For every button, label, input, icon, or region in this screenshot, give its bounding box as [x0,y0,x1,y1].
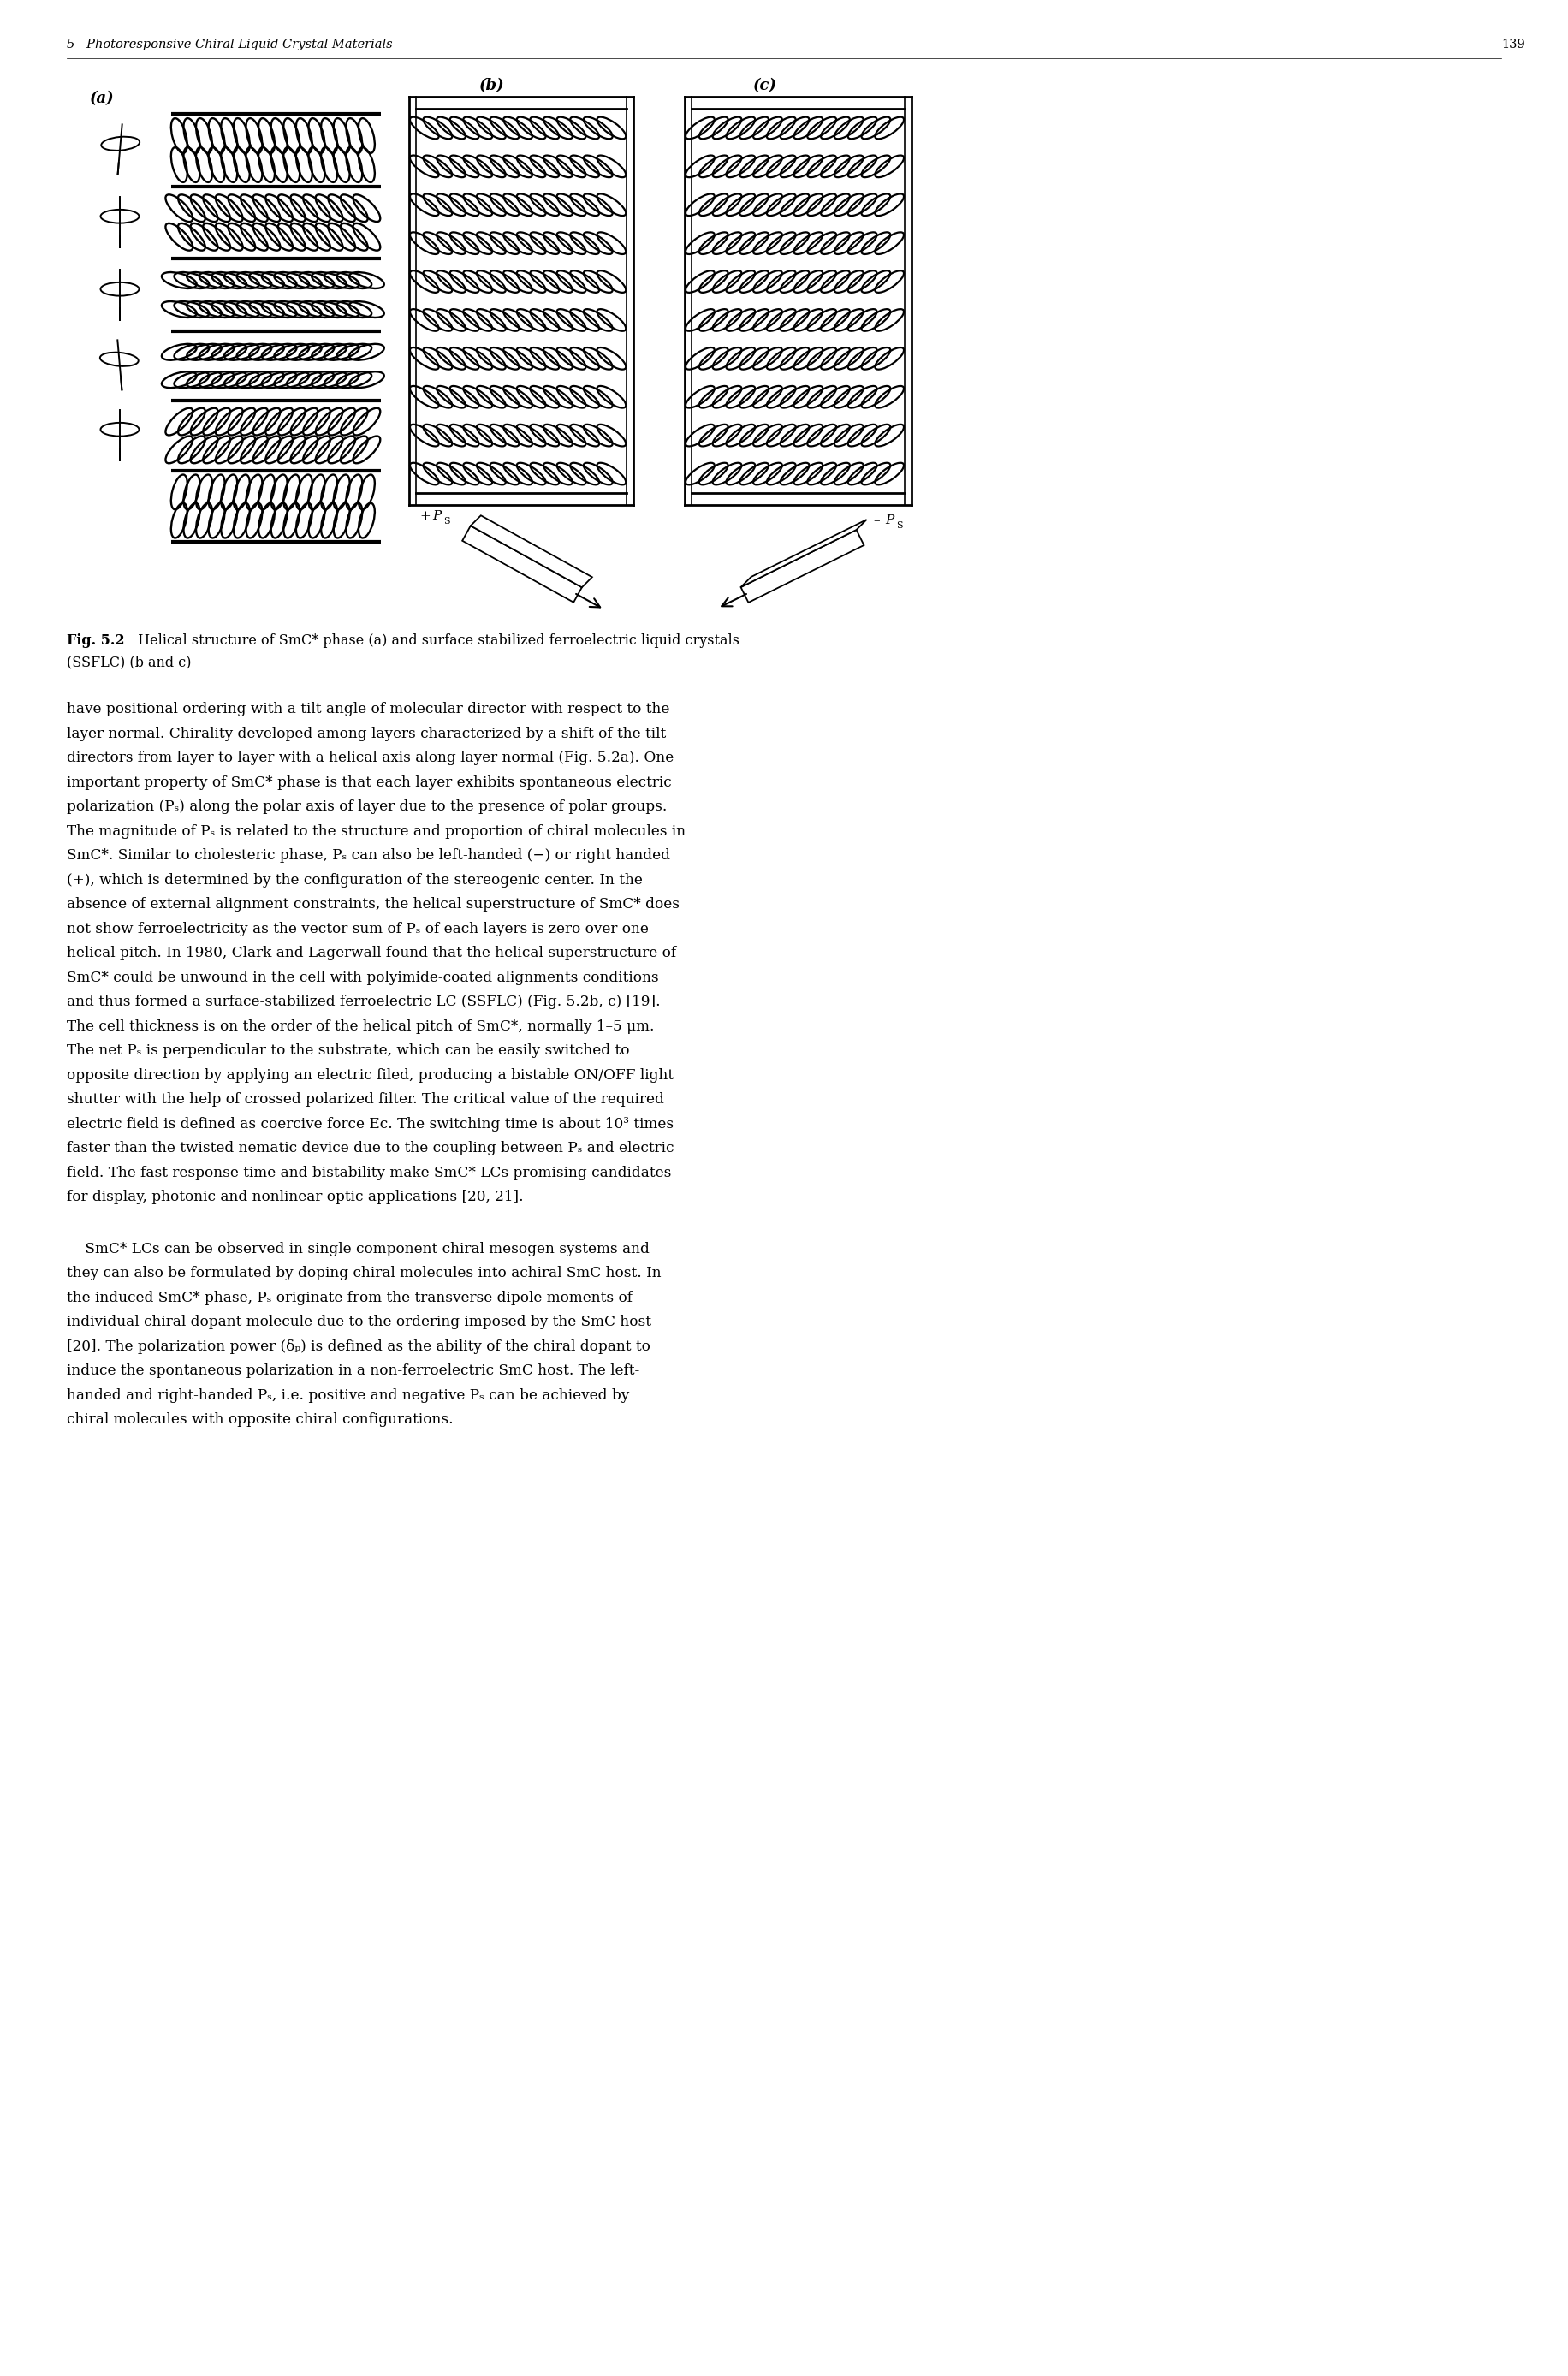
Text: P: P [884,516,894,527]
Text: –: – [873,516,880,527]
Text: layer normal. Chirality developed among layers characterized by a shift of the t: layer normal. Chirality developed among … [67,727,666,741]
Text: Fig. 5.2: Fig. 5.2 [67,634,124,649]
Text: The cell thickness is on the order of the helical pitch of SmC*, normally 1–5 μm: The cell thickness is on the order of th… [67,1019,654,1034]
Text: 139: 139 [1501,38,1526,50]
Text: SmC* could be unwound in the cell with polyimide-coated alignments conditions: SmC* could be unwound in the cell with p… [67,969,659,984]
Text: handed and right-handed Pₛ, i.e. positive and negative Pₛ can be achieved by: handed and right-handed Pₛ, i.e. positiv… [67,1388,629,1402]
Text: polarization (Pₛ) along the polar axis of layer due to the presence of polar gro: polarization (Pₛ) along the polar axis o… [67,798,666,815]
Text: they can also be formulated by doping chiral molecules into achiral SmC host. In: they can also be formulated by doping ch… [67,1266,662,1281]
Text: (+), which is determined by the configuration of the stereogenic center. In the: (+), which is determined by the configur… [67,872,643,886]
Text: SmC* LCs can be observed in single component chiral mesogen systems and: SmC* LCs can be observed in single compo… [67,1243,649,1257]
Text: induce the spontaneous polarization in a non-ferroelectric SmC host. The left-: induce the spontaneous polarization in a… [67,1364,640,1378]
Text: not show ferroelectricity as the vector sum of Pₛ of each layers is zero over on: not show ferroelectricity as the vector … [67,922,649,936]
Text: directors from layer to layer with a helical axis along layer normal (Fig. 5.2a): directors from layer to layer with a hel… [67,751,674,765]
Text: 5   Photoresponsive Chiral Liquid Crystal Materials: 5 Photoresponsive Chiral Liquid Crystal … [67,38,392,50]
Text: (SSFLC) (b and c): (SSFLC) (b and c) [67,656,191,670]
Text: (b): (b) [480,78,505,93]
Text: important property of SmC* phase is that each layer exhibits spontaneous electri: important property of SmC* phase is that… [67,775,671,789]
Text: the induced SmC* phase, Pₛ originate from the transverse dipole moments of: the induced SmC* phase, Pₛ originate fro… [67,1290,632,1304]
Text: helical pitch. In 1980, Clark and Lagerwall found that the helical superstructur: helical pitch. In 1980, Clark and Lagerw… [67,946,676,960]
Text: Helical structure of SmC* phase (a) and surface stabilized ferroelectric liquid : Helical structure of SmC* phase (a) and … [133,634,740,649]
Text: field. The fast response time and bistability make SmC* LCs promising candidates: field. The fast response time and bistab… [67,1164,671,1181]
Text: individual chiral dopant molecule due to the ordering imposed by the SmC host: individual chiral dopant molecule due to… [67,1314,651,1328]
Polygon shape [740,530,864,604]
Text: S: S [897,520,903,530]
Text: have positional ordering with a tilt angle of molecular director with respect to: have positional ordering with a tilt ang… [67,701,670,718]
Polygon shape [470,516,593,587]
Text: [20]. The polarization power (δₚ) is defined as the ability of the chiral dopant: [20]. The polarization power (δₚ) is def… [67,1340,651,1354]
Text: for display, photonic and nonlinear optic applications [20, 21].: for display, photonic and nonlinear opti… [67,1190,524,1205]
Text: The magnitude of Pₛ is related to the structure and proportion of chiral molecul: The magnitude of Pₛ is related to the st… [67,824,685,839]
Text: shutter with the help of crossed polarized filter. The critical value of the req: shutter with the help of crossed polariz… [67,1093,665,1107]
Text: (a): (a) [89,90,114,107]
Text: and thus formed a surface-stabilized ferroelectric LC (SSFLC) (Fig. 5.2b, c) [19: and thus formed a surface-stabilized fer… [67,996,660,1010]
Text: chiral molecules with opposite chiral configurations.: chiral molecules with opposite chiral co… [67,1411,453,1428]
Polygon shape [463,525,582,604]
Text: opposite direction by applying an electric filed, producing a bistable ON/OFF li: opposite direction by applying an electr… [67,1067,674,1083]
Polygon shape [740,520,867,587]
Text: S: S [444,518,450,525]
Text: electric field is defined as coercive force Ec. The switching time is about 10³ : electric field is defined as coercive fo… [67,1117,674,1131]
Text: SmC*. Similar to cholesteric phase, Pₛ can also be left-handed (−) or right hand: SmC*. Similar to cholesteric phase, Pₛ c… [67,848,670,862]
Text: +: + [419,511,430,523]
Text: (c): (c) [753,78,778,93]
Text: faster than the twisted nematic device due to the coupling between Pₛ and electr: faster than the twisted nematic device d… [67,1140,674,1155]
Text: The net Pₛ is perpendicular to the substrate, which can be easily switched to: The net Pₛ is perpendicular to the subst… [67,1043,629,1057]
Text: P: P [433,511,441,523]
Text: absence of external alignment constraints, the helical superstructure of SmC* do: absence of external alignment constraint… [67,898,679,912]
